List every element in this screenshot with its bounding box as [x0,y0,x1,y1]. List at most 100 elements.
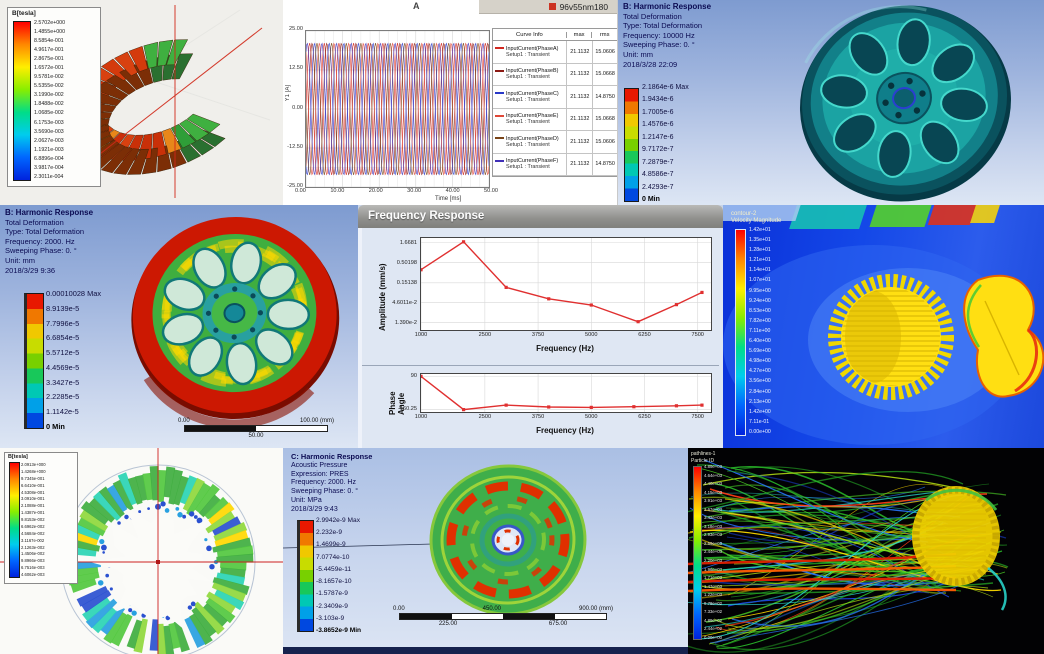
legend-values: 2.5702e+000 1.4855e+000 8.5854e-001 4.9617e… [34,20,65,180]
x-tick-labels: 0.00 10.00 20.00 30.00 40.00 50.00 [295,188,498,194]
legend-value: 3.5690e-003 [34,128,64,135]
legend-value: 2.69e+03 [704,540,723,546]
legend-title: pathlines-1 Particle ID [691,451,716,464]
amplitude-curve [421,238,711,330]
legend-value: 3.67e+03 [704,506,723,512]
result-header: C: Harmonic Response Acoustic Pressure E… [291,452,373,513]
tick-label: 0.00 [295,188,306,194]
legend-value: 3.1990e-002 [34,92,64,99]
gear-propeller-view [723,245,1044,445]
legend-value: 4.8586e-7 [642,171,674,179]
curve-name: InputCurrent(PhaseC) [506,90,559,97]
legend-value: 4.5684e-002 [21,530,45,536]
curve-info-table: Curve Info max rms InputCurrent(PhaseA) … [492,28,617,177]
amp-x-axis-title: Frequency (Hz) [536,344,594,353]
legend-value: 3.3427e-5 [46,377,80,387]
legend-values: 1.42e+01 1.35e+01 1.28e+01 1.21e+01 1.14e+01… [749,227,771,435]
legend-value: 9.5781e-002 [34,74,64,81]
legend-value: 1.4699e-9 [316,541,346,549]
tick-label: 1.390e-2 [394,319,417,326]
phase-x-tick-labels: 1000 2500 3750 5000 6250 7500 [415,414,711,422]
legend-values: 2.9942e-9 Max 2.232e-9 1.4699e-9 7.0774e-10… [316,517,361,634]
legend-values: 2.0913e+000 1.4268e+000 9.7345e-001 6.6410e… [21,462,46,577]
curve-rms: 15.0606 [595,138,615,145]
legend-value: 2.3011e-004 [34,173,64,180]
curve-color-dash [495,69,504,72]
curve-setup: Setup1 : Transient [506,119,550,126]
legend-value: -2.3409e-9 [316,602,348,610]
legend-value: 3.0910e-001 [21,496,45,502]
amplitude-plot-area [420,237,712,331]
legend-value: 2.8675e-001 [34,56,64,63]
legend-value: 2.93e+03 [704,532,723,538]
legend-value: 0.00e+00 [749,428,771,435]
curve-info-row: InputCurrent(PhaseF) Setup1 : Transient … [493,153,617,176]
legend-value: -3.103e-9 [316,614,345,622]
legend-value: 1.4506e-002 [21,551,45,557]
tick-label: 12.50 [289,65,303,72]
field-legend: B[tesla] 2.0913e+000 1.4268e+000 9.7345e-0… [4,452,78,584]
legend-value: -3.8652e-9 Min [316,626,362,634]
curve-color-dash [495,92,504,95]
y-tick-labels: 25.00 12.50 0.00 -12.50 -25.00 [283,26,303,189]
legend-value: 8.53e+00 [749,307,771,314]
curve-name: InputCurrent(PhaseB) [506,68,559,75]
legend-value: 2.0913e+000 [21,462,46,467]
legend-value: 1.1921e-003 [34,146,64,153]
legend-value: 1.71e+03 [704,575,723,581]
legend-value: 0.00010028 Max [46,289,102,298]
curve-info-row: InputCurrent(PhaseA) Setup1 : Transient … [493,41,617,64]
curve-name: InputCurrent(PhaseE) [506,113,559,120]
curve-rms: 14.8750 [595,161,615,168]
legend-value: 6.8896e-004 [34,155,64,162]
legend-value: 1.9434e-6 [642,96,674,104]
legend-value: 6.40e+00 [749,338,771,345]
tick-label: 7500 [691,332,704,338]
tick-label: 7500 [691,414,704,420]
legend-value: 2.9942e-9 Max [316,517,360,524]
legend-value: 7.0774e-10 [316,553,350,561]
tick-label: 5000 [585,414,598,420]
legend-value: 1.28e+01 [749,247,771,254]
legend-value: 7.11e+00 [749,327,771,334]
legend-colorbar [13,21,31,181]
panel-harmonic-10000: B: Harmonic Response Total Deformation T… [618,0,1044,205]
panel-current-plot: A 96v55nm180 Y1 [A] 25.00 12.50 0.00 -12.50… [283,0,618,205]
legend-value: 9.24e+00 [749,297,771,304]
legend-value: 1.8488e-002 [34,101,64,108]
acoustic-disc-view [283,464,587,616]
legend-value: 2.1864e-6 Max [642,84,689,91]
legend-value: 0 Min [642,195,660,203]
window-titlebar[interactable]: Frequency Response [358,205,723,228]
legend-value: 3.56e+00 [749,378,771,385]
legend-value: 2.1263e-002 [21,544,45,550]
curve-color-dash [495,137,504,140]
curve-name: InputCurrent(PhaseF) [506,158,559,165]
legend-values: 2.1864e-6 Max 1.9434e-6 1.7005e-6 1.4576e-6… [642,84,689,203]
curve-info-row: InputCurrent(PhaseC) Setup1 : Transient … [493,86,617,109]
tick-label: 1000 [414,332,428,338]
legend-value: 2.4293e-7 [642,183,674,191]
window-caption[interactable]: 96v55nm180 [479,0,617,14]
legend-value: 6.7516e-003 [21,565,45,571]
legend-value: 6.6410e-001 [21,482,45,488]
legend-value: 9.8153e-002 [21,517,45,522]
legend-value: 2.5702e+000 [34,20,66,26]
legend-title: B[tesla] [8,454,28,460]
scale-ruler: 0.00 450.00 900.00 (mm) 225.00 675.00 [393,606,613,627]
legend-value: 7.33e+02 [704,609,723,615]
legend-value: 1.4387e-001 [21,510,45,516]
panel-maxwell-polar: B[tesla] 2.0913e+000 1.4268e+000 9.7345e-0… [0,448,283,654]
panel-acoustic-pressure: C: Harmonic Response Acoustic Pressure E… [283,448,688,654]
panel-maxwell-torus: B[tesla] 2.5702e+000 1.4855e+000 8.5854e-0… [0,0,283,205]
tick-label: 1000 [414,414,428,420]
legend-value: 4.89e+03 [704,464,723,469]
tick-label: 10.00 [330,188,345,194]
legend-value: 4.15e+03 [704,489,723,495]
tick-label: 5000 [585,332,598,338]
legend-value: 7.2879e-7 [642,158,674,166]
tick-label: 0.15138 [396,279,417,286]
legend-colorbar [24,293,44,429]
legend-values: 0.00010028 Max 8.9139e-5 7.7996e-5 6.6854e-… [46,289,101,431]
legend-value: 1.47e+03 [704,583,723,589]
